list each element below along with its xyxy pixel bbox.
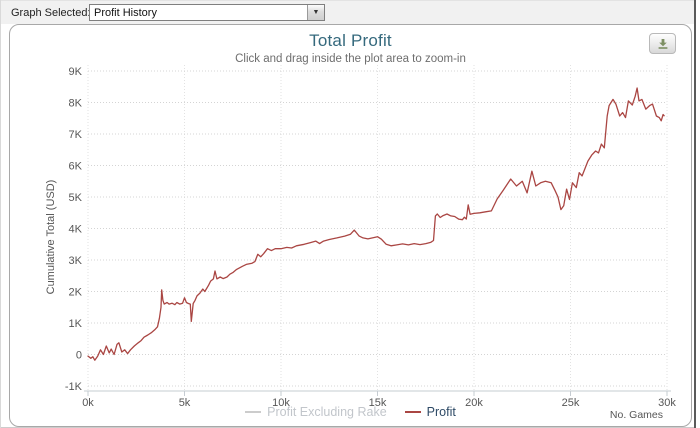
legend-item-profit-excluding-rake[interactable]: Profit Excluding Rake: [245, 405, 387, 419]
chart-subtitle: Click and drag inside the plot area to z…: [235, 53, 466, 65]
profit-line-series: [87, 87, 665, 361]
x-axis-title: No. Games: [609, 409, 663, 421]
legend-label-excluding-rake: Profit Excluding Rake: [267, 405, 387, 419]
y-tick-label: 6K: [69, 161, 83, 173]
graph-dropdown[interactable]: Profit History ▼: [89, 4, 325, 21]
export-chart-button[interactable]: [649, 33, 676, 54]
graph-selected-label: Graph Selected:: [11, 7, 91, 19]
y-tick-label: 9K: [69, 66, 83, 78]
x-tick-label: 20k: [465, 397, 483, 409]
chart-panel: Total Profit Click and drag inside the p…: [9, 24, 692, 427]
y-tick-label: 1K: [69, 318, 83, 330]
chart-title: Total Profit: [309, 31, 392, 50]
legend-item-profit[interactable]: Profit: [404, 405, 456, 419]
y-tick-label: 4K: [69, 224, 83, 236]
chart-legend: Profit Excluding Rake Profit: [10, 405, 691, 419]
dropdown-arrow-icon[interactable]: ▼: [307, 5, 324, 20]
legend-line-swatch-excluding-rake: [245, 411, 262, 413]
x-tick-label: 5k: [179, 397, 191, 409]
toolbar: Graph Selected: Profit History ▼: [1, 0, 694, 24]
graph-dropdown-value: Profit History: [94, 7, 157, 19]
y-tick-label: 2K: [69, 287, 83, 299]
y-tick-label: 8K: [69, 98, 83, 110]
download-icon: [656, 38, 670, 50]
y-tick-label: 5K: [69, 192, 83, 204]
y-tick-label: 0: [76, 350, 82, 362]
window-edge: [694, 0, 696, 428]
x-tick-label: 0k: [82, 397, 94, 409]
x-tick-label: 15k: [369, 397, 387, 409]
x-tick-label: 25k: [562, 397, 580, 409]
legend-label-profit: Profit: [426, 405, 456, 419]
x-tick-label: 30k: [658, 397, 676, 409]
y-tick-label: 7K: [69, 129, 83, 141]
y-tick-label: 3K: [69, 255, 83, 267]
x-tick-label: 10k: [272, 397, 290, 409]
plot-area[interactable]: 0k 5k 10k 15k 20k 25k 30k 9K 8K 7K 6K 5K 4K 3K 2K 1K 0 -1…: [10, 25, 693, 428]
y-tick-label: -1K: [65, 381, 83, 393]
legend-line-swatch-profit: [404, 411, 421, 413]
